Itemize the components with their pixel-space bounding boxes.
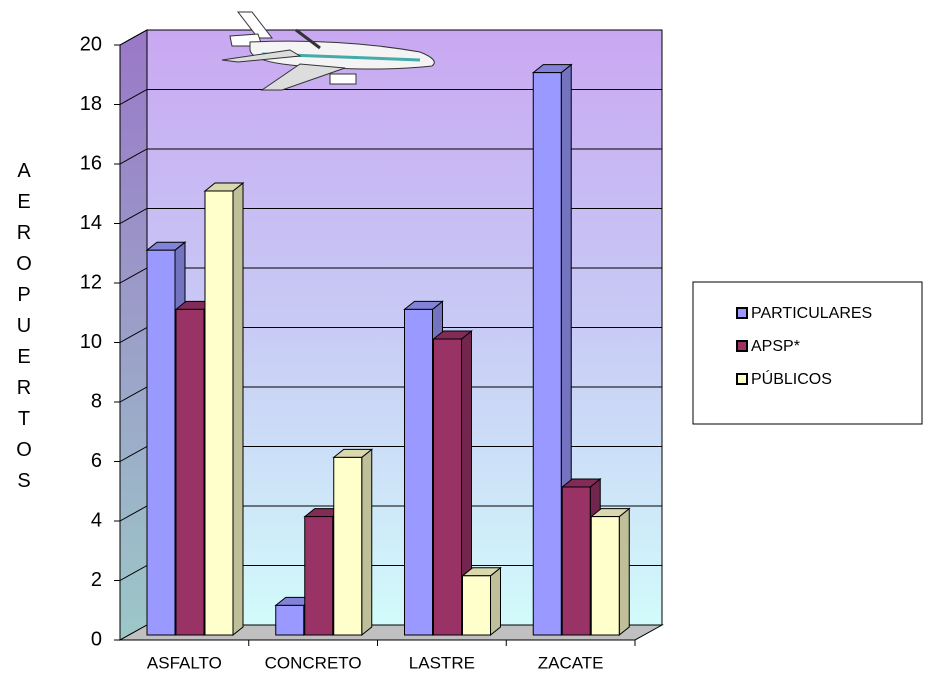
- bar: [561, 486, 591, 636]
- legend-swatch: [736, 340, 748, 352]
- y-tick-label: 8: [91, 390, 102, 412]
- legend-swatch: [736, 373, 748, 385]
- bar: [404, 308, 433, 636]
- legend-swatch: [736, 307, 748, 319]
- bar: [146, 249, 176, 636]
- legend: [692, 281, 923, 425]
- grid-line: [119, 89, 662, 105]
- y-tick-label: 6: [91, 450, 102, 472]
- bar-side: [490, 566, 501, 637]
- y-axis-label: AEROPUERTOS: [13, 160, 35, 501]
- x-tick-label: LASTRE: [409, 653, 475, 672]
- grid-line: [119, 208, 662, 224]
- y-tick-label: 14: [80, 212, 102, 234]
- grid-line: [119, 29, 662, 46]
- y-tick-label: 20: [80, 33, 102, 55]
- y-tick-label: 2: [91, 569, 102, 591]
- x-tick-label: ZACATE: [538, 653, 604, 672]
- bar-side: [361, 448, 373, 637]
- y-tick-label: 4: [91, 509, 102, 531]
- bar: [304, 516, 334, 636]
- y-tick-label: 0: [91, 628, 102, 650]
- legend-label: APSP*: [751, 338, 800, 355]
- bar-side: [232, 181, 244, 637]
- grid-line: [119, 148, 662, 165]
- bar: [175, 308, 205, 636]
- bar: [433, 338, 462, 636]
- y-tick-label: 16: [80, 152, 102, 174]
- bar: [590, 516, 620, 636]
- bar: [532, 72, 562, 636]
- bar-side: [618, 507, 630, 637]
- bar: [204, 190, 234, 636]
- y-tick-label: 18: [80, 93, 102, 115]
- x-tick-label: ASFALTO: [147, 653, 222, 672]
- x-tick-label: CONCRETO: [265, 653, 362, 672]
- legend-label: PÚBLICOS: [751, 369, 832, 388]
- y-tick-label: 12: [80, 271, 102, 293]
- y-tick-label: 10: [80, 331, 102, 353]
- bar: [275, 604, 305, 636]
- legend-label: PARTICULARES: [751, 305, 872, 322]
- bar: [462, 575, 491, 636]
- airplane-icon: [221, 11, 435, 91]
- bar: [333, 456, 363, 636]
